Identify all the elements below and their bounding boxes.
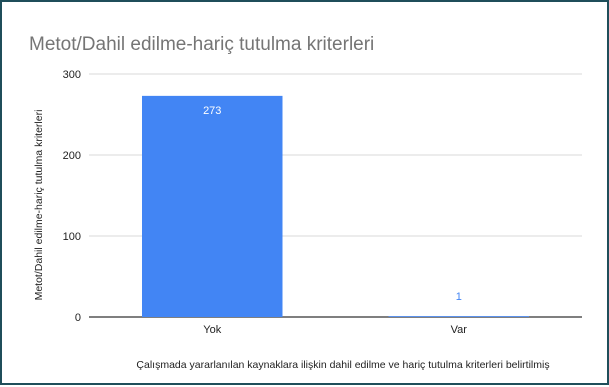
data-labels: 273 1 [203,105,462,303]
y-axis-label: Metot/Dahil edilme-hariç tutulma kriterl… [33,110,45,301]
chart-title: Metot/Dahil edilme-hariç tutulma kriterl… [29,34,374,55]
y-tick-label: 0 [75,312,81,324]
y-tick-label: 200 [63,150,81,162]
x-tick-label-var: Var [451,324,468,336]
data-label-yok: 273 [203,105,221,117]
x-axis-label: Çalışmada yararlanılan kaynaklara ilişki… [136,359,549,371]
y-tick-labels: 0 100 200 300 [63,69,81,324]
y-tick-label: 300 [63,69,81,81]
x-tick-labels: Yok Var [203,324,467,336]
bar-var [388,316,530,317]
bar-yok [141,95,283,318]
bars [141,95,530,318]
data-label-var: 1 [456,291,462,303]
x-tick-label-yok: Yok [203,324,221,336]
y-tick-label: 100 [63,231,81,243]
